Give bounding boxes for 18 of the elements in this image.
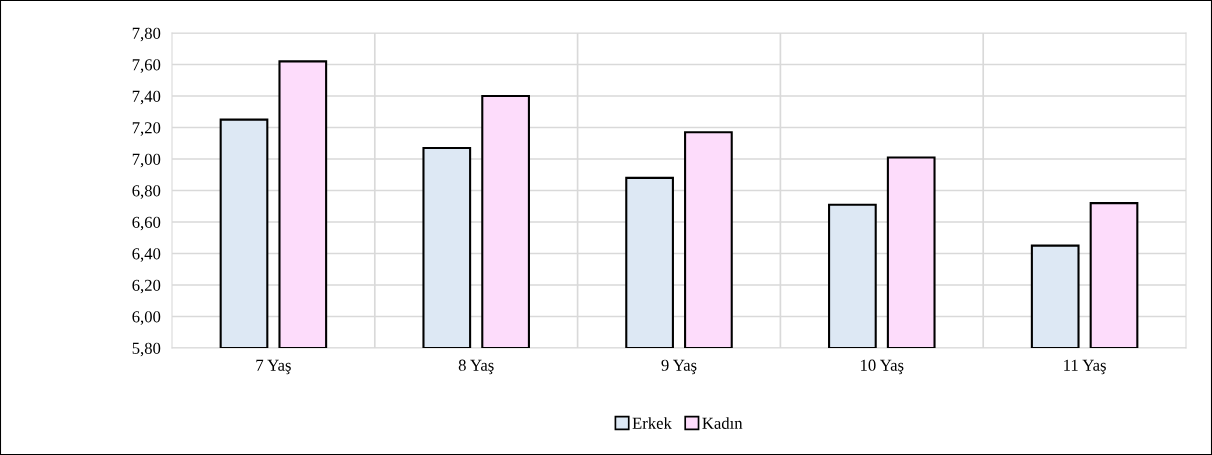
y-tick-label: 7,00	[132, 153, 161, 168]
y-tick-label: 6,80	[132, 185, 161, 199]
y-tick-label: 6,20	[132, 279, 161, 294]
x-tick-label: 8 Yaş	[458, 359, 494, 375]
y-tick-label: 7,40	[132, 90, 161, 105]
y-tick-label: 6,40	[132, 248, 161, 262]
legend-label: Erkek	[632, 417, 672, 429]
y-tick-label: 6,60	[132, 216, 161, 231]
y-tick-label: 6,00	[132, 311, 161, 325]
x-tick-label: 9 Yaş	[661, 359, 697, 375]
y-tick-label: 7,80	[132, 27, 161, 42]
legend-label: Kadın	[702, 417, 743, 429]
x-tick-label: 10 Yaş	[861, 359, 904, 375]
x-tick-label: 7 Yaş	[256, 359, 291, 375]
x-tick-label: 11 Yaş	[1064, 359, 1106, 375]
y-tick-label: 7,20	[132, 122, 161, 136]
y-tick-label: 5,80	[132, 342, 161, 357]
y-tick-label: 7,60	[132, 59, 161, 73]
